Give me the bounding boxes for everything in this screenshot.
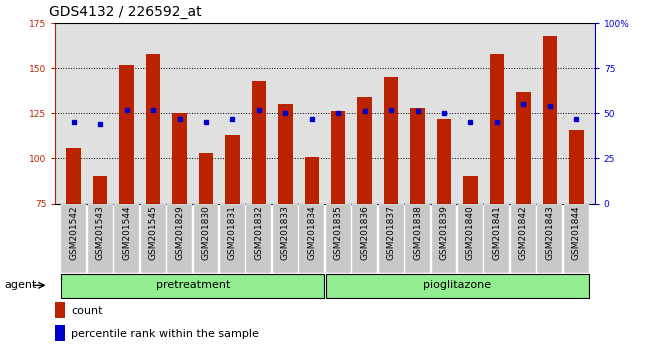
Bar: [61, 204, 86, 273]
Bar: [199, 153, 213, 204]
Bar: [61, 274, 324, 298]
Bar: [458, 204, 483, 273]
Bar: [252, 81, 266, 204]
Bar: [304, 156, 319, 204]
Text: GSM201841: GSM201841: [493, 206, 501, 261]
Text: pretreatment: pretreatment: [155, 280, 230, 290]
Bar: [326, 274, 589, 298]
Text: count: count: [72, 306, 103, 316]
Bar: [569, 130, 584, 204]
Bar: [93, 176, 107, 204]
Bar: [358, 97, 372, 204]
Bar: [489, 54, 504, 204]
Bar: [543, 36, 557, 204]
Text: GSM201835: GSM201835: [333, 206, 343, 261]
Bar: [326, 204, 350, 273]
Text: GSM201830: GSM201830: [202, 206, 211, 261]
Bar: [114, 204, 139, 273]
Bar: [564, 204, 589, 273]
Text: GSM201829: GSM201829: [175, 206, 184, 261]
Text: GSM201838: GSM201838: [413, 206, 422, 261]
Text: GSM201842: GSM201842: [519, 206, 528, 260]
Bar: [437, 119, 451, 204]
Text: GSM201542: GSM201542: [70, 206, 78, 260]
Bar: [55, 302, 65, 319]
Text: GSM201839: GSM201839: [439, 206, 448, 261]
Bar: [410, 108, 425, 204]
Bar: [352, 204, 377, 273]
Text: GSM201833: GSM201833: [281, 206, 290, 261]
Bar: [405, 204, 430, 273]
Bar: [379, 204, 404, 273]
Text: pioglitazone: pioglitazone: [423, 280, 491, 290]
Bar: [384, 77, 398, 204]
Bar: [55, 325, 65, 342]
Bar: [484, 204, 510, 273]
Bar: [120, 64, 134, 204]
Bar: [194, 204, 218, 273]
Text: GSM201840: GSM201840: [466, 206, 475, 261]
Text: GSM201543: GSM201543: [96, 206, 105, 261]
Text: GSM201545: GSM201545: [149, 206, 157, 261]
Bar: [432, 204, 456, 273]
Bar: [140, 204, 166, 273]
Bar: [88, 204, 112, 273]
Bar: [66, 148, 81, 204]
Text: GSM201836: GSM201836: [360, 206, 369, 261]
Bar: [273, 204, 298, 273]
Text: GSM201832: GSM201832: [254, 206, 263, 261]
Bar: [278, 104, 292, 204]
Text: GSM201843: GSM201843: [545, 206, 554, 261]
Bar: [220, 204, 245, 273]
Text: agent: agent: [5, 280, 37, 290]
Bar: [167, 204, 192, 273]
Text: GDS4132 / 226592_at: GDS4132 / 226592_at: [49, 5, 202, 19]
Text: GSM201831: GSM201831: [228, 206, 237, 261]
Bar: [246, 204, 271, 273]
Bar: [511, 204, 536, 273]
Text: GSM201834: GSM201834: [307, 206, 317, 261]
Bar: [146, 54, 161, 204]
Bar: [172, 113, 187, 204]
Text: GSM201837: GSM201837: [387, 206, 396, 261]
Text: GSM201544: GSM201544: [122, 206, 131, 260]
Bar: [463, 176, 478, 204]
Text: GSM201844: GSM201844: [572, 206, 580, 260]
Bar: [516, 92, 530, 204]
Bar: [300, 204, 324, 273]
Bar: [331, 112, 346, 204]
Bar: [225, 135, 240, 204]
Bar: [538, 204, 562, 273]
Text: percentile rank within the sample: percentile rank within the sample: [72, 329, 259, 339]
